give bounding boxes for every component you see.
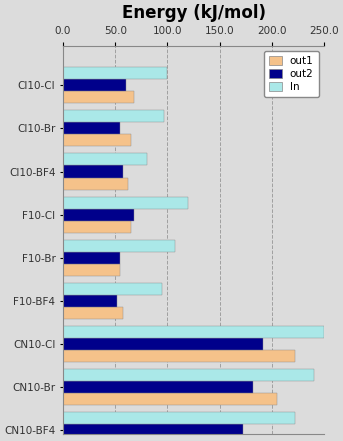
Bar [63,350,295,362]
Bar [63,240,175,252]
Bar [63,67,167,79]
Bar [63,197,188,209]
Bar [63,110,164,122]
Bar [63,79,126,91]
Bar [63,165,122,178]
Bar [63,153,146,165]
Bar [63,381,253,393]
Bar [63,252,120,264]
Bar [63,393,277,405]
Bar [63,264,120,276]
Title: Energy (kJ/mol): Energy (kJ/mol) [121,4,265,22]
Bar [63,369,314,381]
Bar [63,91,134,103]
Bar [63,295,117,307]
Bar [63,412,295,424]
Bar [63,307,122,319]
Bar [63,135,131,146]
Bar [63,178,128,190]
Bar [63,437,253,441]
Bar [63,209,134,220]
Bar [63,122,120,135]
Bar [63,220,131,233]
Legend: out1, out2, In: out1, out2, In [264,51,319,97]
Bar [63,326,324,338]
Bar [63,424,243,437]
Bar [63,283,162,295]
Bar [63,338,263,350]
